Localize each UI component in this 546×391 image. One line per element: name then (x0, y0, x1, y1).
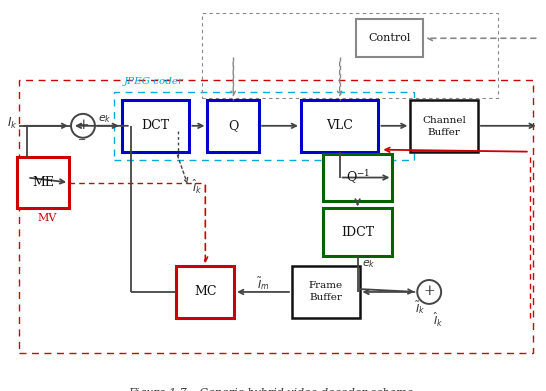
Text: MV: MV (38, 213, 57, 223)
Bar (203, 13, 498, 98)
Text: +: + (423, 284, 435, 298)
Text: −: − (78, 136, 86, 145)
Text: ME: ME (32, 176, 54, 189)
Text: Channel: Channel (422, 117, 466, 126)
Circle shape (417, 280, 441, 304)
Bar (176, 266, 234, 318)
Bar (410, 100, 478, 152)
Text: Control: Control (368, 33, 411, 43)
Circle shape (71, 114, 95, 138)
Bar (301, 100, 378, 152)
Text: +: + (77, 118, 89, 132)
Bar (114, 92, 414, 160)
Text: Frame: Frame (308, 282, 343, 291)
Text: Buffer: Buffer (309, 293, 342, 302)
Bar (19, 80, 533, 353)
Text: Figure 1.7 – Generic hybrid video decoder scheme.: Figure 1.7 – Generic hybrid video decode… (129, 389, 417, 391)
Text: $\tilde{I}_m$: $\tilde{I}_m$ (257, 276, 269, 292)
Bar (207, 100, 259, 152)
Text: $\tilde{e}_k$: $\tilde{e}_k$ (361, 255, 375, 269)
Bar (122, 100, 189, 152)
Text: $\mathregular{Q^{-1}}$: $\mathregular{Q^{-1}}$ (346, 169, 370, 187)
Bar (323, 208, 393, 256)
Text: MC: MC (194, 285, 217, 298)
Text: $\tilde{I}_k$: $\tilde{I}_k$ (415, 300, 425, 316)
Text: Buffer: Buffer (428, 128, 461, 137)
Bar (292, 266, 360, 318)
Text: $\hat{I}_k$: $\hat{I}_k$ (192, 178, 203, 196)
Text: DCT: DCT (141, 119, 170, 132)
Text: IDCT: IDCT (341, 226, 374, 239)
Text: VLC: VLC (326, 119, 353, 132)
Text: JPEG coder: JPEG coder (124, 77, 184, 86)
Text: $I_k$: $I_k$ (7, 116, 17, 131)
Text: $e_k$: $e_k$ (98, 113, 111, 125)
Text: Q: Q (228, 119, 239, 132)
Bar (355, 19, 423, 57)
Bar (17, 157, 69, 208)
Bar (323, 154, 393, 201)
Text: $\hat{I}_k$: $\hat{I}_k$ (433, 311, 443, 329)
